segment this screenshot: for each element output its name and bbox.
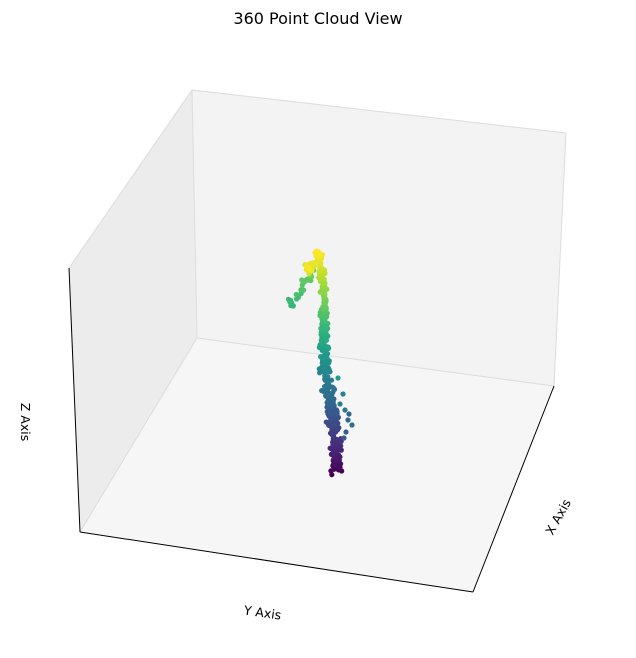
edge-floor-back: [196, 337, 555, 387]
data-point: [322, 383, 328, 390]
data-point: [324, 344, 330, 350]
data-point: [290, 303, 296, 309]
left-pane: [69, 90, 197, 532]
data-point: [313, 248, 320, 254]
point-cloud: [285, 248, 355, 478]
data-point: [302, 278, 308, 284]
data-point: [328, 377, 335, 383]
chart-title: 360 Point Cloud View: [233, 9, 402, 28]
data-point: [349, 422, 355, 428]
y-axis-label: Y Axis: [242, 602, 282, 622]
data-point: [345, 417, 351, 423]
data-point: [301, 287, 307, 293]
data-point: [306, 265, 312, 271]
floor-pane: [80, 338, 554, 592]
y-axis-line: [79, 531, 474, 593]
z-axis-line: [68, 267, 81, 533]
z-axis-label: Z Axis: [18, 403, 33, 441]
data-point: [323, 337, 329, 343]
back-pane: [192, 90, 566, 386]
data-point: [341, 435, 347, 441]
data-point: [316, 252, 322, 258]
data-point: [346, 411, 352, 417]
data-point: [337, 401, 343, 407]
data-point: [318, 325, 324, 331]
pane-edges: [68, 89, 567, 533]
data-point: [343, 429, 349, 435]
edge-right-vertical: [553, 132, 567, 387]
data-point: [335, 375, 341, 381]
data-point: [321, 388, 327, 394]
edge-top-back: [191, 89, 567, 134]
data-point: [324, 409, 330, 415]
edge-top-left: [68, 89, 193, 269]
data-point: [293, 291, 299, 298]
data-point: [340, 391, 346, 397]
data-point: [322, 373, 328, 379]
data-point: [342, 407, 348, 413]
edge-floor-left: [79, 337, 198, 533]
x-axis-label: X Axis: [542, 496, 574, 537]
edge-back-vertical: [191, 89, 198, 339]
data-point: [312, 259, 318, 265]
data-point: [320, 290, 327, 296]
data-point: [336, 453, 342, 459]
data-point: [287, 299, 293, 305]
x-axis-line: [472, 385, 555, 593]
data-point: [325, 321, 331, 327]
